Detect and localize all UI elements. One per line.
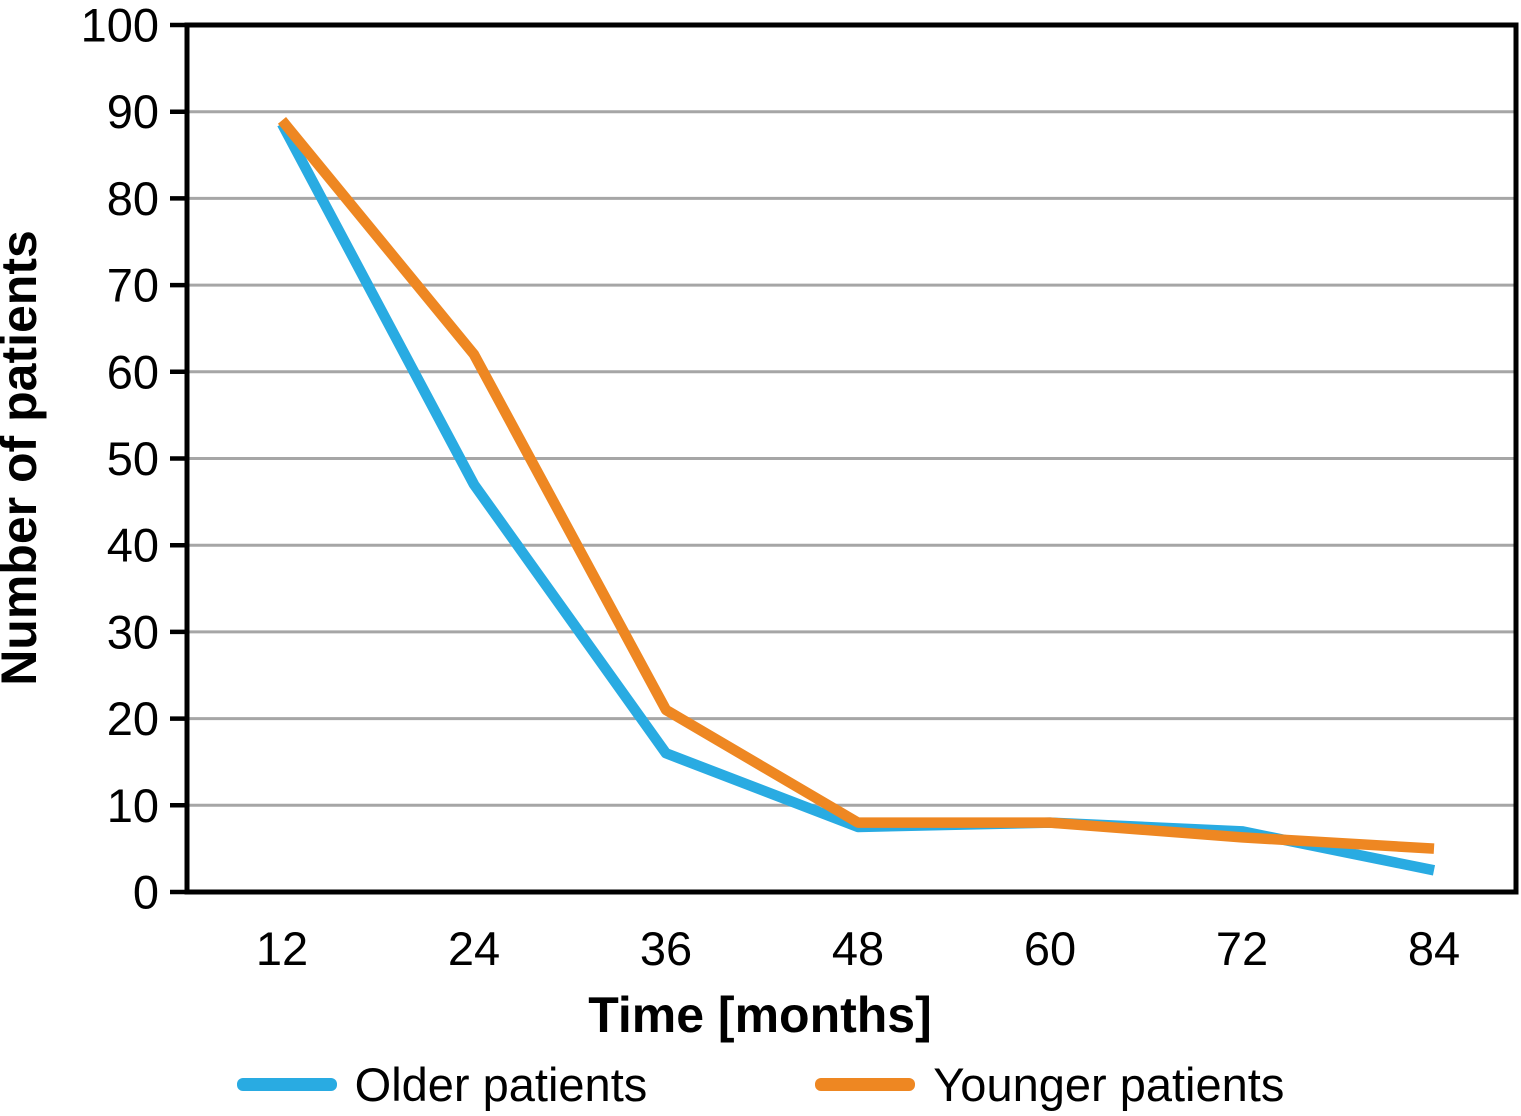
older-patients-line bbox=[277, 121, 1436, 876]
x-tick-label: 24 bbox=[448, 922, 500, 975]
x-tick-label: 12 bbox=[256, 922, 308, 975]
y-tick-label: 90 bbox=[107, 85, 159, 138]
series-layer bbox=[277, 117, 1436, 876]
younger-patients-legend-label: Younger patients bbox=[933, 1057, 1285, 1111]
y-tick-label: 20 bbox=[107, 692, 159, 745]
y-tick-label: 30 bbox=[107, 605, 159, 658]
older-patients-legend-label: Older patients bbox=[354, 1057, 648, 1111]
tick-label-layer: 0 10 20 30 40 50 60 70 80 90 100 12 24 36 48 60 72 84 bbox=[81, 0, 1461, 975]
y-tick-label: 80 bbox=[107, 172, 159, 225]
x-tick-label: 48 bbox=[832, 922, 884, 975]
legend-item-older-patients: Older patients bbox=[236, 1057, 648, 1111]
y-tick-label: 100 bbox=[81, 0, 159, 51]
younger-patients-swatch bbox=[815, 1077, 916, 1091]
legend-item-younger-patients: Younger patients bbox=[815, 1061, 1284, 1108]
axis-layer bbox=[170, 22, 1519, 895]
x-tick-label: 60 bbox=[1024, 922, 1076, 975]
y-tick-label: 70 bbox=[107, 259, 159, 312]
gridline-layer bbox=[187, 110, 1516, 807]
chart-legend: Older patients Younger patients bbox=[0, 1055, 1521, 1113]
y-tick-label: 40 bbox=[107, 519, 159, 572]
y-tick-label: 60 bbox=[107, 345, 159, 398]
older-patients-swatch bbox=[236, 1077, 337, 1091]
y-axis-title: Number of patients bbox=[0, 230, 47, 686]
y-tick-label: 0 bbox=[133, 865, 159, 918]
y-tick-label: 50 bbox=[107, 432, 159, 485]
younger-patients-line bbox=[277, 117, 1435, 854]
y-tick-label: 10 bbox=[107, 779, 159, 832]
x-tick-label: 36 bbox=[640, 922, 692, 975]
x-tick-label: 72 bbox=[1216, 922, 1268, 975]
x-axis-title: Time [months] bbox=[588, 987, 932, 1043]
x-tick-label: 84 bbox=[1408, 922, 1460, 975]
